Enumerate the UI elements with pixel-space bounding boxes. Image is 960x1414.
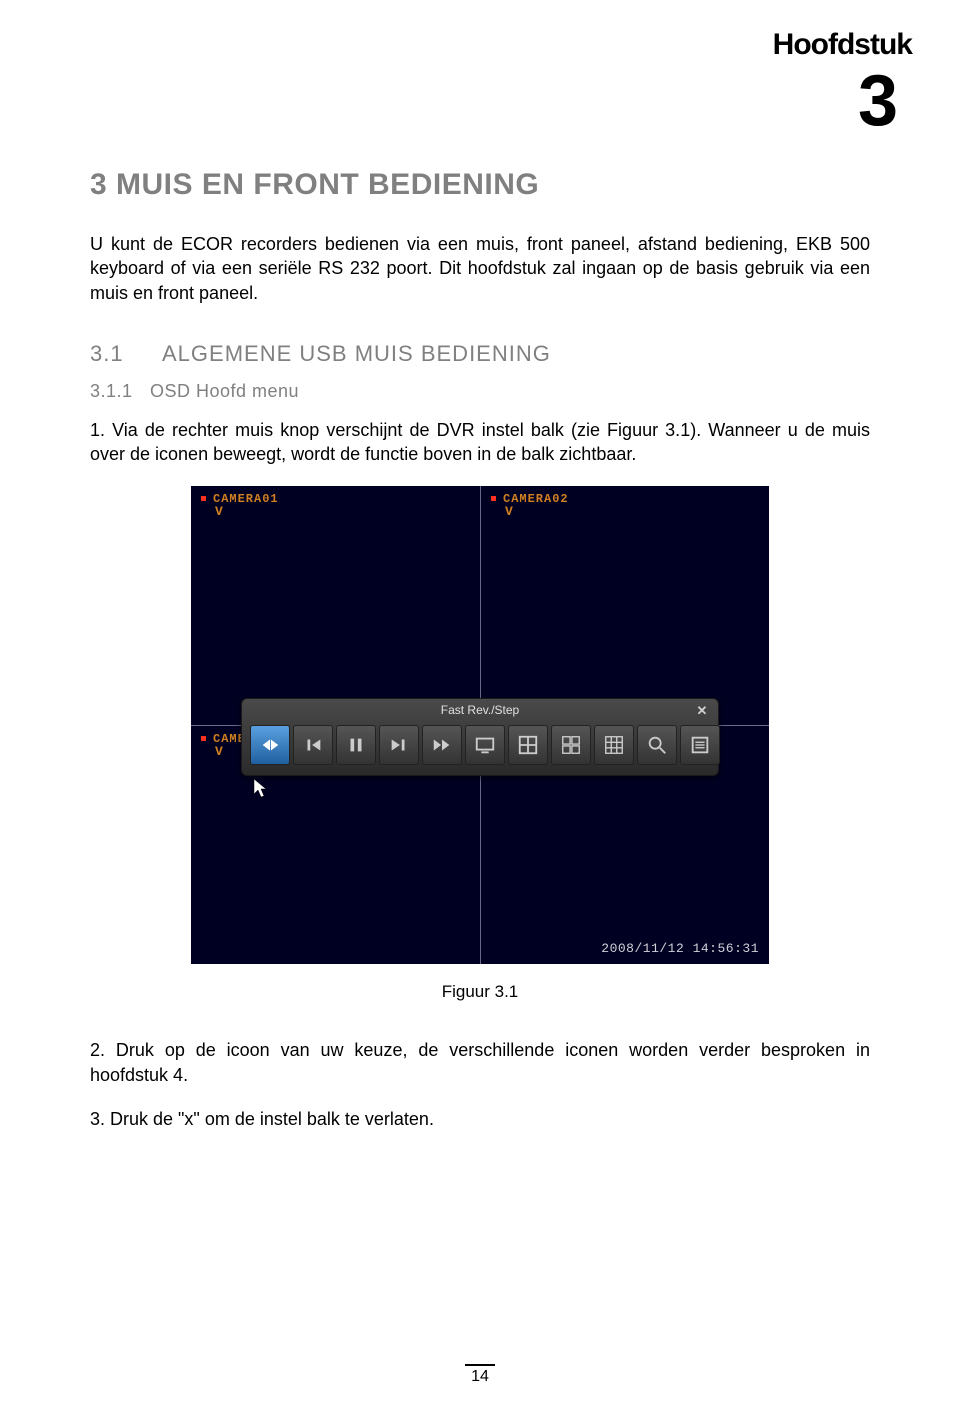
heading-1: 3 MUIS EN FRONT BEDIENING <box>90 168 870 202</box>
fast-fwd-button[interactable] <box>422 725 462 765</box>
rec-dot-1 <box>201 496 206 501</box>
section-number: 3.1 <box>90 341 162 367</box>
display-icon <box>474 734 496 756</box>
search-button[interactable] <box>637 725 677 765</box>
fast-rev-icon <box>259 734 281 756</box>
v-icon-2: V <box>505 504 513 519</box>
intro-paragraph: U kunt de ECOR recorders bedienen via ee… <box>90 232 870 305</box>
layout-b-button[interactable] <box>551 725 591 765</box>
heading-3: 3.1.1OSD Hoofd menu <box>90 381 870 402</box>
layout-a-button[interactable] <box>508 725 548 765</box>
subsection-title: OSD Hoofd menu <box>150 381 299 401</box>
play-pause-icon <box>345 734 367 756</box>
step-back-button[interactable] <box>293 725 333 765</box>
chapter-label: Hoofdstuk <box>773 28 912 62</box>
dvr-screenshot: CAMERA01 V CAMERA02 V CAMER V Fast Rev./… <box>191 486 769 964</box>
subsection-number: 3.1.1 <box>90 381 150 402</box>
display-mode-button[interactable] <box>465 725 505 765</box>
paragraph-3: 3. Druk de "x" om de instel balk te verl… <box>90 1107 870 1131</box>
timestamp: 2008/11/12 14:56:31 <box>601 941 759 956</box>
step-back-icon <box>302 734 324 756</box>
page-number-value: 14 <box>471 1368 489 1385</box>
figure-3-1: CAMERA01 V CAMERA02 V CAMER V Fast Rev./… <box>90 486 870 1038</box>
fast-rev-button[interactable] <box>250 725 290 765</box>
menu-button[interactable] <box>680 725 720 765</box>
v-icon-1: V <box>215 504 223 519</box>
page-rule <box>465 1364 495 1366</box>
step-fwd-button[interactable] <box>379 725 419 765</box>
dvr-toolbar: Fast Rev./Step ✕ <box>241 698 719 776</box>
step-fwd-icon <box>388 734 410 756</box>
search-icon <box>646 734 668 756</box>
v-icon-3: V <box>215 744 223 759</box>
paragraph-2: 2. Druk op de icoon van uw keuze, de ver… <box>90 1038 870 1087</box>
paragraph-1: 1. Via de rechter muis knop verschijnt d… <box>90 418 870 467</box>
layout-c-button[interactable] <box>594 725 634 765</box>
fast-fwd-icon <box>431 734 453 756</box>
rec-dot-2 <box>491 496 496 501</box>
toolbar-close-button[interactable]: ✕ <box>694 703 710 719</box>
toolbar-title: Fast Rev./Step <box>242 703 718 717</box>
rec-dot-3 <box>201 736 206 741</box>
layout-b-icon <box>560 734 582 756</box>
play-pause-button[interactable] <box>336 725 376 765</box>
chapter-number: 3 <box>858 60 898 142</box>
page-number: 14 <box>0 1364 960 1386</box>
cursor-icon <box>253 778 269 803</box>
menu-icon <box>689 734 711 756</box>
layout-a-icon <box>517 734 539 756</box>
heading-2: 3.1ALGEMENE USB MUIS BEDIENING <box>90 341 870 367</box>
section-title: ALGEMENE USB MUIS BEDIENING <box>162 341 551 366</box>
figure-caption: Figuur 3.1 <box>442 982 519 1002</box>
toolbar-icon-row <box>250 725 720 765</box>
layout-c-icon <box>603 734 625 756</box>
